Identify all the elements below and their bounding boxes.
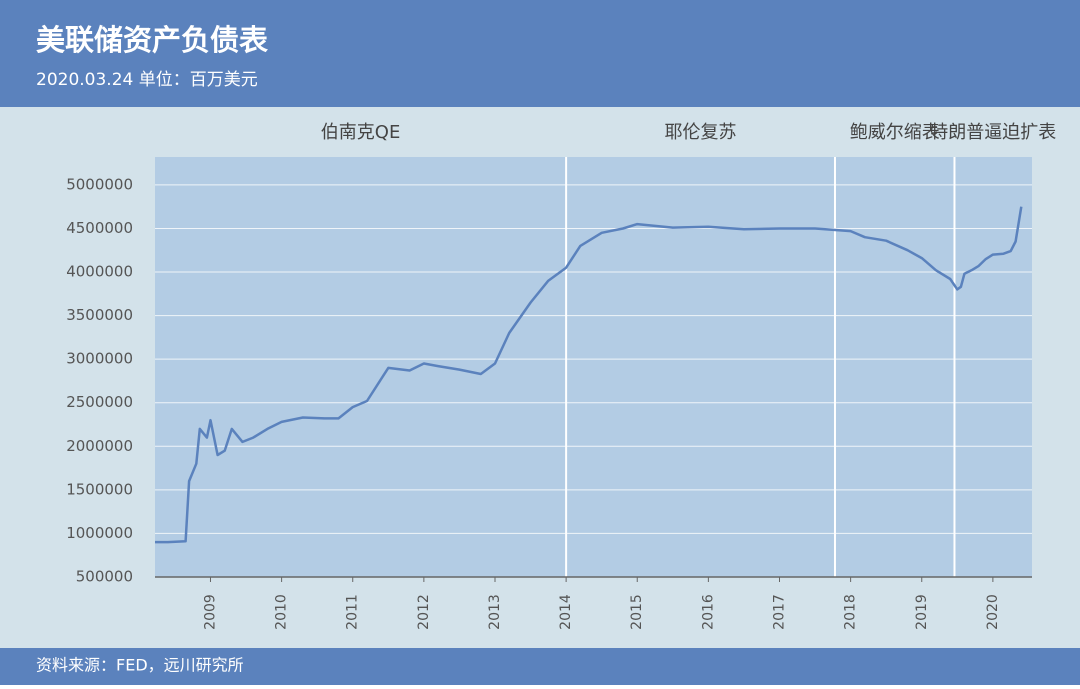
- header-bar: [0, 0, 1080, 107]
- plot-area: [155, 157, 1032, 577]
- y-tick-label: 4000000: [66, 263, 133, 281]
- y-tick-label: 3000000: [66, 350, 133, 368]
- y-tick-label: 2500000: [66, 393, 133, 411]
- x-tick-label: 2019: [914, 594, 930, 630]
- x-tick-label: 2014: [558, 594, 574, 630]
- x-tick-label: 2012: [416, 594, 432, 630]
- y-tick-label: 5000000: [66, 175, 133, 193]
- footer-bar: [0, 648, 1080, 685]
- y-tick-label: 500000: [76, 568, 133, 586]
- region-label: 鲍威尔缩表: [850, 122, 940, 143]
- x-tick-label: 2020: [985, 594, 1001, 630]
- y-tick-label: 1000000: [66, 524, 133, 542]
- x-tick-label: 2018: [843, 594, 859, 630]
- y-tick-label: 2000000: [66, 437, 133, 455]
- chart-title: 美联储资产负债表: [36, 23, 268, 57]
- x-tick-label: 2011: [345, 594, 361, 630]
- source-note: 资料来源：FED，远川研究所: [36, 656, 244, 675]
- chart-subtitle: 2020.03.24 单位：百万美元: [36, 70, 258, 90]
- x-tick-label: 2009: [202, 594, 218, 630]
- region-label: 耶伦复苏: [665, 122, 737, 143]
- x-tick-label: 2010: [274, 594, 290, 630]
- y-tick-label: 4500000: [66, 219, 133, 237]
- x-tick-label: 2015: [629, 594, 645, 630]
- y-tick-label: 3500000: [66, 306, 133, 324]
- region-label: 特朗普逼迫扩表: [930, 122, 1056, 143]
- x-tick-label: 2017: [771, 594, 787, 630]
- data-line: [155, 206, 1023, 544]
- x-tick-label: 2013: [487, 594, 503, 630]
- y-tick-label: 1500000: [66, 480, 133, 498]
- region-label: 伯南克QE: [321, 122, 401, 143]
- x-tick-label: 2016: [700, 594, 716, 630]
